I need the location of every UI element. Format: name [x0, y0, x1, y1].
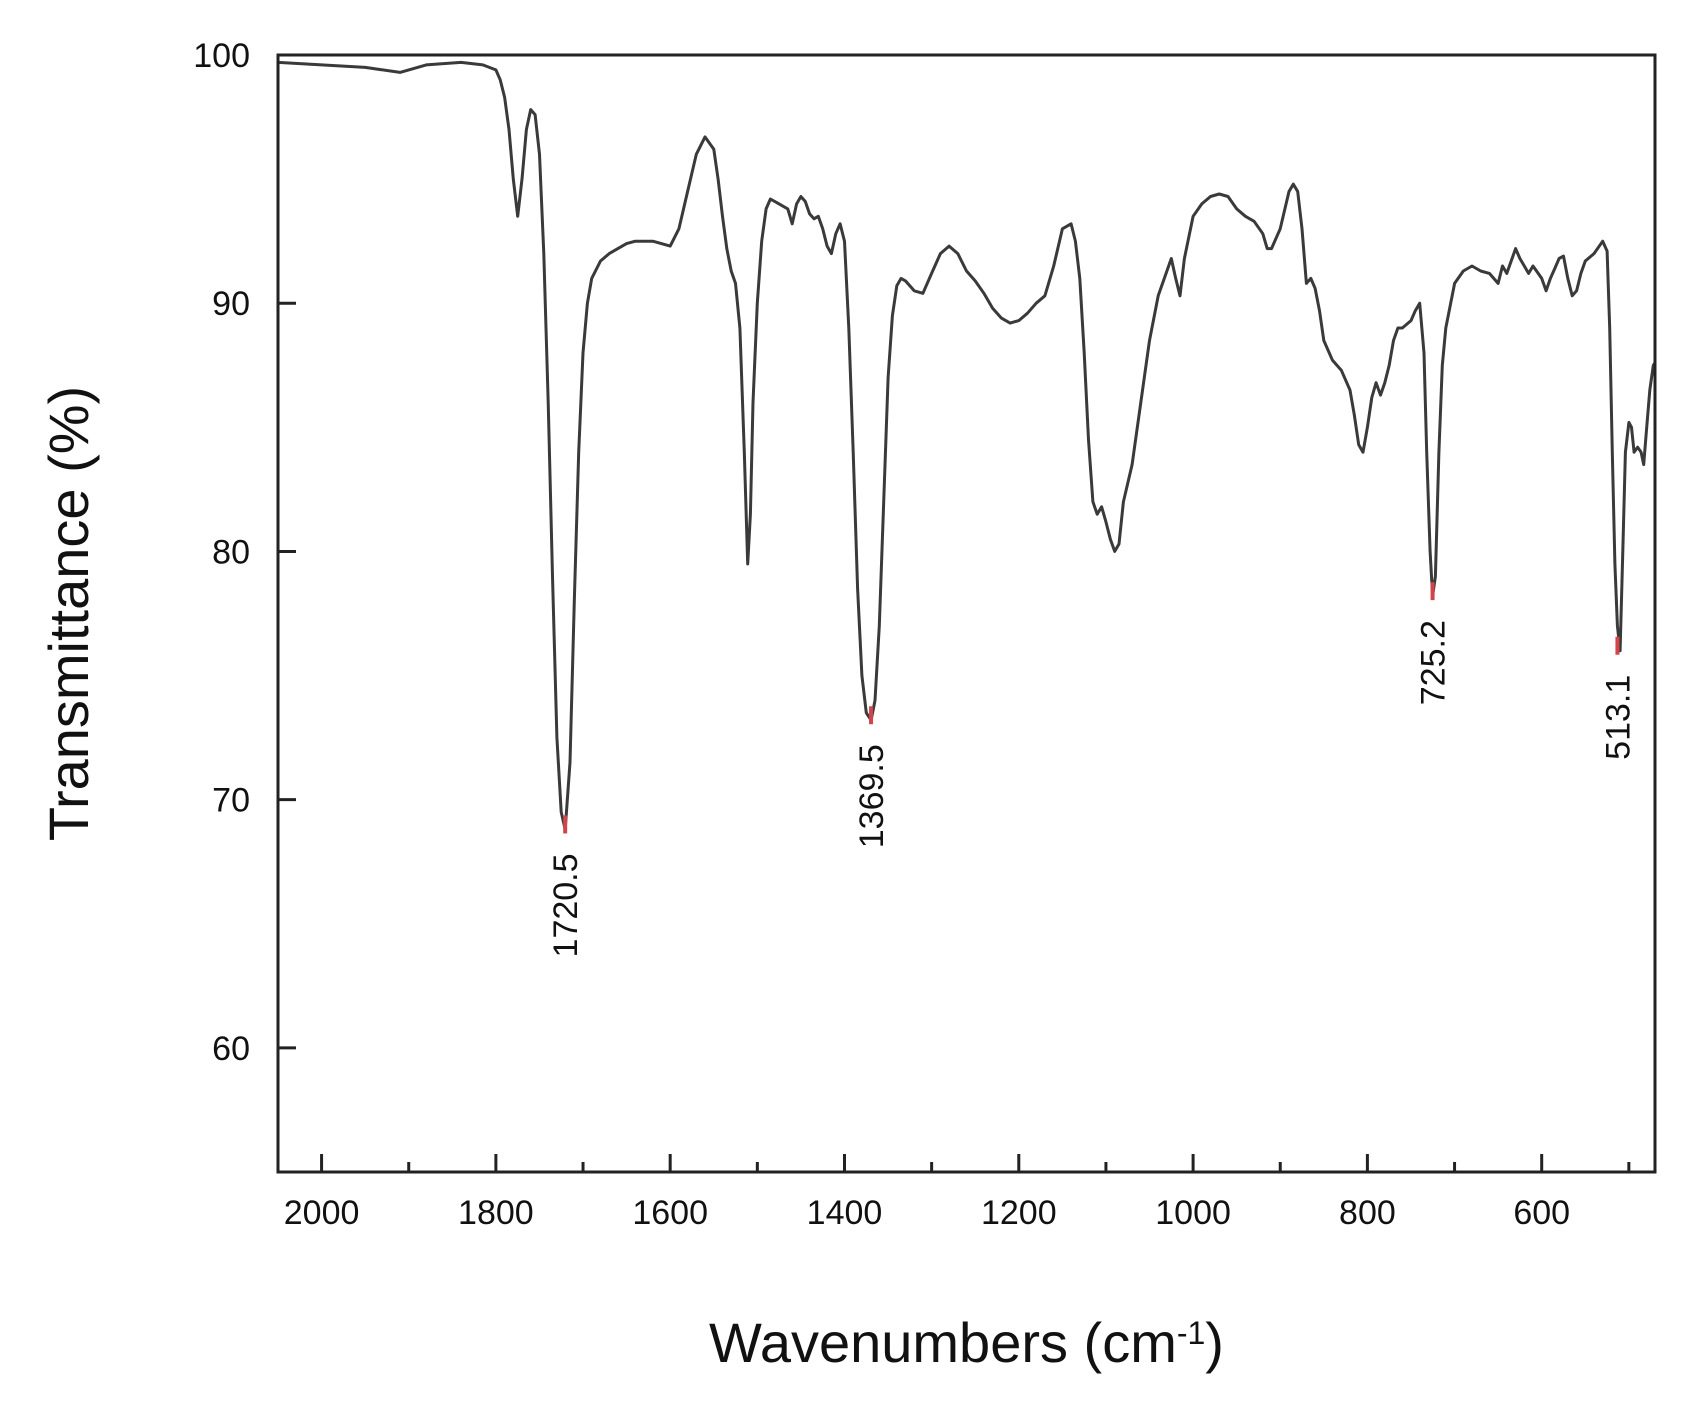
- x-axis-title: Wavenumbers (cm-1): [709, 1311, 1224, 1374]
- plot-content: [277, 60, 1657, 831]
- x-axis: 2000 1800 1600 1400 1200 1000 800 600: [284, 1154, 1631, 1232]
- x-tick-label-1800: 1800: [458, 1194, 534, 1232]
- x-axis-title-suffix: ): [1205, 1311, 1224, 1374]
- x-tick-label-1200: 1200: [981, 1194, 1057, 1232]
- peak-label-3: 513.1: [1599, 675, 1637, 760]
- x-tick-label-1400: 1400: [807, 1194, 883, 1232]
- x-axis-title-superscript: -1: [1177, 1315, 1205, 1351]
- y-axis-title: Transmittance (%): [37, 386, 100, 841]
- peak-label-2: 725.2: [1415, 620, 1453, 705]
- x-tick-label-1000: 1000: [1155, 1194, 1231, 1232]
- y-axis: 60 70 80 90 100: [193, 37, 296, 1068]
- spectrum-line-0: [277, 60, 1657, 831]
- plot-frame: [276, 53, 1657, 1174]
- x-axis-title-main: Wavenumbers (cm: [709, 1311, 1177, 1374]
- x-tick-label-1600: 1600: [632, 1194, 708, 1232]
- y-tick-label-100: 100: [193, 37, 250, 75]
- x-tick-label-600: 600: [1513, 1194, 1570, 1232]
- peak-annotations: 1720.5 1369.5 725.2 513.1: [547, 582, 1637, 957]
- peak-label-0: 1720.5: [547, 853, 585, 957]
- y-tick-label-80: 80: [212, 533, 250, 571]
- peak-label-1: 1369.5: [853, 744, 891, 848]
- x-tick-label-2000: 2000: [284, 1194, 360, 1232]
- y-tick-label-60: 60: [212, 1030, 250, 1068]
- y-tick-label-70: 70: [212, 782, 250, 820]
- x-tick-label-800: 800: [1339, 1194, 1396, 1232]
- y-tick-label-90: 90: [212, 285, 250, 323]
